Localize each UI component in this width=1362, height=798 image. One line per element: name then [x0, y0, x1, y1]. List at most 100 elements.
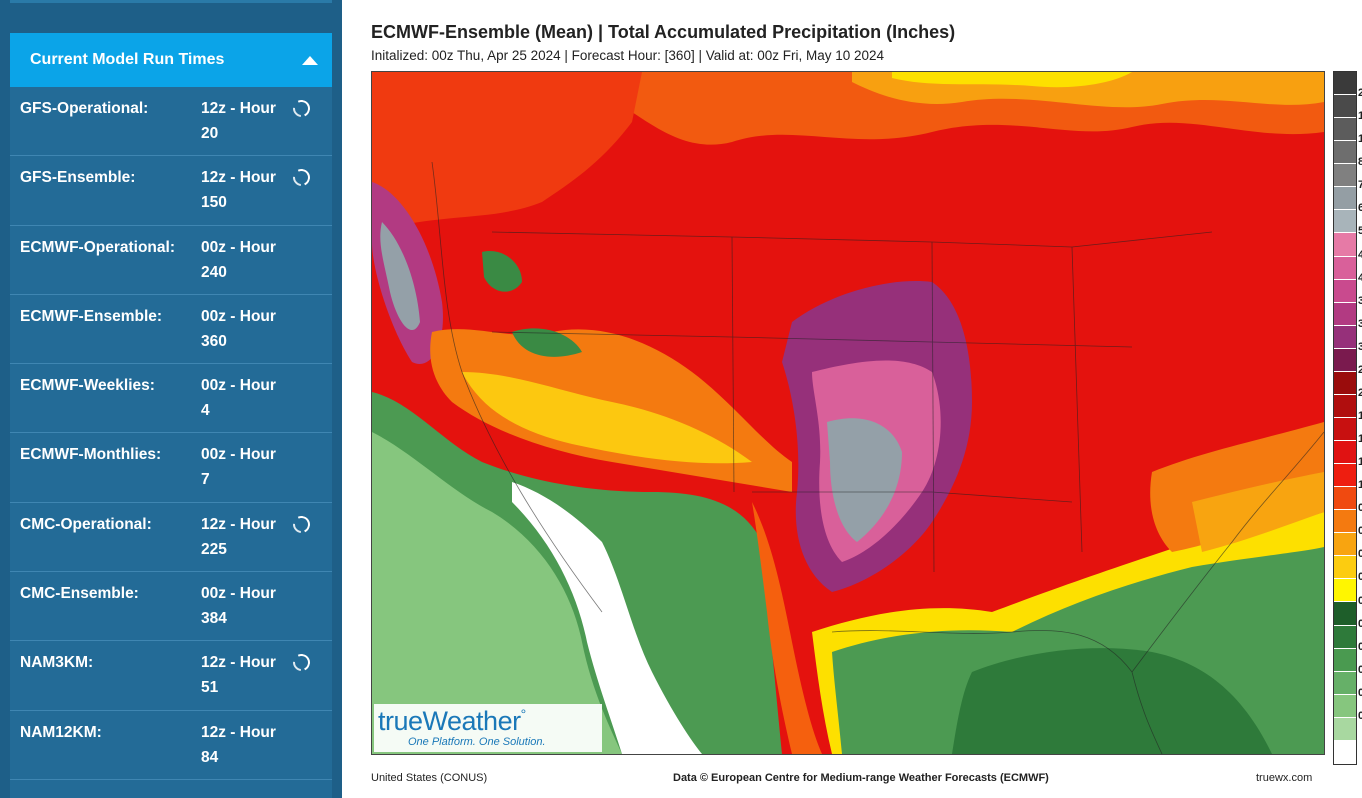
run-time-label: 00z - Hour — [201, 307, 276, 325]
model-name: NAM3KM: — [20, 654, 94, 672]
model-run-time: 12z - Hour 150 — [201, 165, 291, 215]
trueweather-logo: trueWeather° One Platform. One Solution. — [374, 704, 602, 752]
colorbar-label: 1 — [1358, 433, 1362, 446]
colorbar-segment — [1334, 417, 1356, 441]
run-hour-value: 150 — [201, 194, 227, 212]
model-run-row[interactable]: ECMWF-Operational: 00z - Hour 240 — [10, 226, 332, 295]
loading-spinner-icon — [290, 166, 313, 189]
colorbar-label: 0 — [1358, 640, 1362, 653]
colorbar-label: 0 — [1358, 571, 1362, 584]
colorbar-label: 0 — [1358, 617, 1362, 630]
colorbar-segment — [1334, 648, 1356, 672]
colorbar-segment — [1334, 279, 1356, 303]
model-run-time: 12z - Hour 51 — [201, 650, 291, 700]
colorbar-segment — [1334, 95, 1356, 119]
model-run-time: 00z - Hour 240 — [201, 235, 291, 285]
run-hour-value: 384 — [201, 610, 227, 628]
colorbar-segment — [1334, 164, 1356, 188]
colorbar-label: 4 — [1358, 248, 1362, 261]
run-time-label: 00z - Hour — [201, 238, 276, 256]
run-time-label: 12z - Hour — [201, 515, 276, 533]
loading-spinner-icon — [290, 97, 313, 120]
model-run-row[interactable]: ECMWF-Weeklies: 00z - Hour 4 — [10, 364, 332, 434]
colorbar-label: 5 — [1358, 225, 1362, 238]
logo-tagline: One Platform. One Solution. — [408, 736, 546, 748]
run-hour-value: 7 — [201, 471, 210, 489]
colorbar-label: 0 — [1358, 548, 1362, 561]
colorbar-segment — [1334, 233, 1356, 257]
colorbar-label: 1 — [1358, 110, 1362, 123]
model-run-row[interactable]: GFS-Operational: 12z - Hour 20 — [10, 87, 332, 157]
model-run-time: 12z - Hour 20 — [201, 96, 291, 146]
model-run-row[interactable]: GFS-Ensemble: 12z - Hour 150 — [10, 156, 332, 226]
colorbar-segment — [1334, 348, 1356, 372]
map-graphic — [372, 72, 1324, 754]
model-run-row[interactable]: ECMWF-Ensemble: 00z - Hour 360 — [10, 295, 332, 365]
colorbar-segment — [1334, 325, 1356, 349]
run-hour-value: 240 — [201, 263, 227, 281]
sidebar: Current Model Run Times GFS-Operational:… — [0, 0, 342, 798]
footer-site-link[interactable]: truewx.com — [1256, 772, 1313, 784]
model-name: ECMWF-Operational: — [20, 238, 175, 256]
model-run-row[interactable]: NAM3KM: 12z - Hour 51 — [10, 641, 332, 711]
model-run-time: 00z - Hour 7 — [201, 442, 291, 492]
model-run-row[interactable]: ECMWF-Monthlies: 00z - Hour 7 — [10, 433, 332, 503]
footer-data-credit: Data © European Centre for Medium-range … — [673, 772, 1049, 784]
colorbar-label: 2 — [1358, 87, 1362, 100]
colorbar-segment — [1334, 394, 1356, 418]
model-name: CMC-Operational: — [20, 515, 152, 533]
logo-brand-a: true — [378, 706, 423, 736]
model-run-time: 00z - Hour 360 — [201, 304, 291, 354]
model-run-panel: Current Model Run Times GFS-Operational:… — [10, 33, 332, 798]
model-run-time: 12z - Hour 84 — [201, 720, 291, 770]
colorbar-label: 2 — [1358, 363, 1362, 376]
model-name: ECMWF-Weeklies: — [20, 377, 155, 395]
colorbar-label: 1 — [1358, 479, 1362, 492]
colorbar-segment — [1334, 371, 1356, 395]
run-hour-value: 84 — [201, 748, 219, 766]
colorbar-label: 6 — [1358, 202, 1362, 215]
colorbar-segment — [1334, 602, 1356, 626]
colorbar-label: 1 — [1358, 133, 1362, 146]
model-run-row[interactable]: CMC-Operational: 12z - Hour 225 — [10, 503, 332, 573]
colorbar-segment — [1334, 256, 1356, 280]
run-time-label: 12z - Hour — [201, 100, 276, 117]
colorbar-segment — [1334, 579, 1356, 603]
run-hour-value: 360 — [201, 332, 227, 350]
colorbar-label: 8 — [1358, 156, 1362, 169]
model-name: NAM12KM: — [20, 723, 102, 741]
colorbar-segment — [1334, 118, 1356, 142]
precipitation-map[interactable]: trueWeather° One Platform. One Solution. — [371, 71, 1325, 755]
colorbar-segment — [1334, 671, 1356, 695]
colorbar-label: 7 — [1358, 179, 1362, 192]
model-run-row[interactable]: CMC-Ensemble: 00z - Hour 384 — [10, 572, 332, 642]
colorbar-segment — [1334, 694, 1356, 718]
main-content: ECMWF-Ensemble (Mean) | Total Accumulate… — [342, 0, 1362, 798]
model-name: GFS-Ensemble: — [20, 169, 136, 187]
colorbar-label: 0 — [1358, 502, 1362, 515]
loading-spinner-icon — [290, 651, 313, 674]
run-time-label: 00z - Hour — [201, 446, 276, 464]
colorbar-segment — [1334, 556, 1356, 580]
colorbar-label: 3 — [1358, 317, 1362, 330]
collapse-up-icon[interactable] — [302, 55, 318, 65]
model-run-time: 12z - Hour 225 — [201, 512, 291, 562]
model-run-panel-header[interactable]: Current Model Run Times — [10, 33, 332, 87]
model-name: GFS-Operational: — [20, 100, 149, 117]
run-hour-value: 51 — [201, 679, 219, 697]
run-list: GFS-Operational: 12z - Hour 20 GFS-Ensemble… — [10, 87, 332, 780]
colorbar-label: 0 — [1358, 686, 1362, 699]
colorbar-segment — [1334, 210, 1356, 234]
run-hour-value: 20 — [201, 125, 219, 142]
footer-region: United States (CONUS) — [371, 772, 488, 784]
colorbar-segment — [1334, 533, 1356, 557]
run-time-label: 12z - Hour — [201, 723, 276, 741]
precipitation-legend-colorbar — [1333, 71, 1357, 765]
colorbar-label: 0 — [1358, 525, 1362, 538]
sidebar-top-strip — [10, 0, 332, 3]
colorbar-segment — [1334, 441, 1356, 465]
run-time-label: 00z - Hour — [201, 585, 276, 603]
model-run-row[interactable]: NAM12KM: 12z - Hour 84 — [10, 711, 332, 780]
model-name: CMC-Ensemble: — [20, 585, 139, 603]
colorbar-label: 3 — [1358, 340, 1362, 353]
